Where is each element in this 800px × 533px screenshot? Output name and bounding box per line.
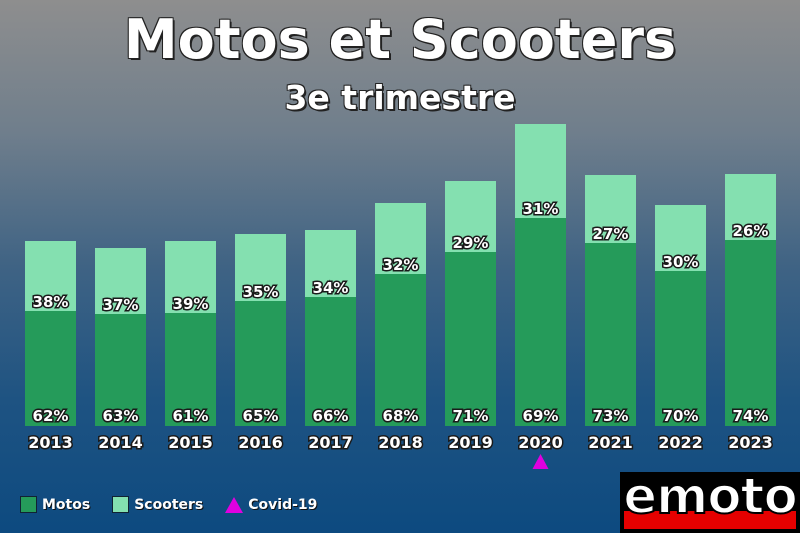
legend-label-covid: Covid-19 xyxy=(248,496,318,513)
triangle-icon xyxy=(225,496,244,513)
x-tick-label-2013: 2013 xyxy=(28,433,73,452)
data-label-scooters-2020: 31% xyxy=(523,200,559,218)
bar-motos-2021 xyxy=(585,243,636,426)
data-label-motos-2016: 65% xyxy=(243,407,279,425)
data-label-scooters-2015: 39% xyxy=(173,295,209,313)
chart-subtitle: 3e trimestre xyxy=(284,78,516,117)
data-label-scooters-2019: 29% xyxy=(453,234,489,252)
bar-motos-2019 xyxy=(445,252,496,426)
logo-text: emoto xyxy=(622,472,799,526)
data-label-scooters-2014: 37% xyxy=(103,296,139,314)
x-tick-label-2018: 2018 xyxy=(378,433,423,452)
x-tick-label-2020: 2020 xyxy=(518,433,563,452)
bar-motos-2014 xyxy=(95,314,146,426)
bar-motos-2023 xyxy=(725,240,776,426)
x-tick-label-2021: 2021 xyxy=(588,433,633,452)
legend-swatch-motos xyxy=(20,496,37,513)
data-label-scooters-2013: 38% xyxy=(33,293,69,311)
x-tick-label-2023: 2023 xyxy=(728,433,773,452)
data-label-scooters-2017: 34% xyxy=(313,279,349,297)
bar-scooters-2020 xyxy=(515,124,566,218)
bar-motos-2018 xyxy=(375,274,426,426)
bar-scooters-2016 xyxy=(235,234,286,301)
data-label-motos-2020: 69% xyxy=(523,407,559,425)
bar-motos-2013 xyxy=(25,311,76,426)
legend-item-motos: Motos xyxy=(20,496,90,513)
bar-scooters-2023 xyxy=(725,174,776,240)
data-label-scooters-2023: 26% xyxy=(733,222,769,240)
legend-swatch-scooters xyxy=(112,496,130,513)
x-tick-label-2016: 2016 xyxy=(238,433,283,452)
bar-scooters-2018 xyxy=(375,203,426,274)
data-label-motos-2018: 68% xyxy=(383,407,419,425)
data-label-motos-2019: 71% xyxy=(453,407,489,425)
x-tick-label-2017: 2017 xyxy=(308,433,353,452)
emoto-logo: emoto xyxy=(620,472,800,533)
bar-scooters-2017 xyxy=(305,230,356,297)
legend-item-scooters: Scooters xyxy=(112,496,203,513)
data-label-scooters-2018: 32% xyxy=(383,256,419,274)
data-label-motos-2014: 63% xyxy=(103,407,139,425)
data-label-motos-2023: 74% xyxy=(733,407,769,425)
bar-motos-2020 xyxy=(515,218,566,426)
bar-motos-2016 xyxy=(235,301,286,426)
bar-scooters-2019 xyxy=(445,181,496,252)
bar-scooters-2021 xyxy=(585,175,636,243)
x-tick-label-2022: 2022 xyxy=(658,433,703,452)
data-label-motos-2021: 73% xyxy=(593,407,629,425)
data-label-scooters-2022: 30% xyxy=(663,253,699,271)
bar-scooters-2015 xyxy=(165,241,216,313)
chart-title: Motos et Scooters xyxy=(123,8,677,71)
bar-motos-2022 xyxy=(655,271,706,426)
chart-legend: Motos Scooters Covid-19 xyxy=(20,496,339,513)
legend-label-motos: Motos xyxy=(42,496,91,513)
bar-scooters-2022 xyxy=(655,205,706,271)
x-tick-label-2019: 2019 xyxy=(448,433,493,452)
legend-item-covid: Covid-19 xyxy=(225,496,318,513)
data-label-scooters-2021: 27% xyxy=(593,225,629,243)
x-tick-label-2015: 2015 xyxy=(168,433,213,452)
data-label-motos-2013: 62% xyxy=(33,407,69,425)
bar-motos-2015 xyxy=(165,313,216,426)
covid-marker-2020 xyxy=(532,454,549,469)
logo-red-band xyxy=(624,511,796,529)
data-label-motos-2017: 66% xyxy=(313,407,349,425)
bar-motos-2017 xyxy=(305,297,356,426)
legend-label-scooters: Scooters xyxy=(134,496,204,513)
bar-scooters-2014 xyxy=(95,248,146,314)
bar-scooters-2013 xyxy=(25,241,76,311)
data-label-motos-2022: 70% xyxy=(663,407,699,425)
data-label-scooters-2016: 35% xyxy=(243,283,279,301)
x-tick-label-2014: 2014 xyxy=(98,433,143,452)
data-label-motos-2015: 61% xyxy=(173,407,209,425)
